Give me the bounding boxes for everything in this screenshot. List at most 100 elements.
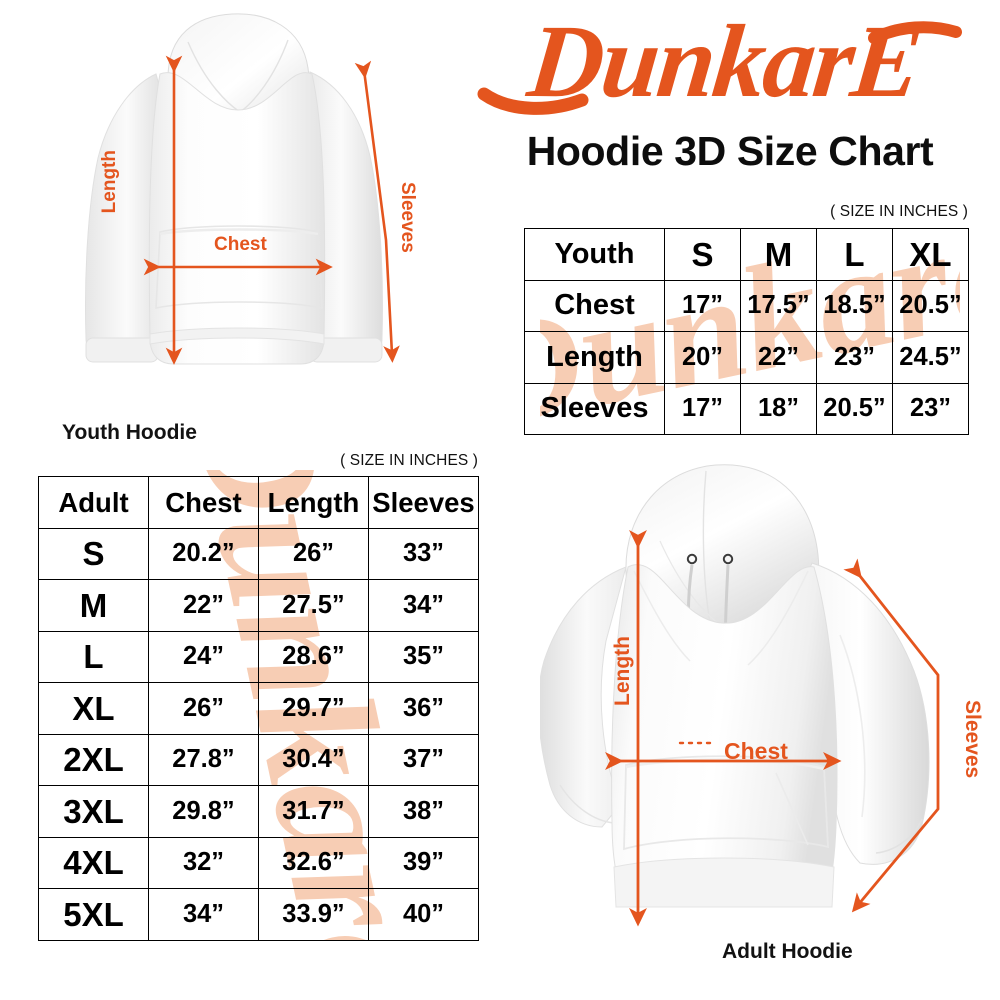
adult-cell-6-0: 32” xyxy=(148,836,259,889)
adult-cell-2-0: 24” xyxy=(148,630,259,683)
youth-row-header-1: Length xyxy=(524,331,665,384)
adult-row-header-0: S xyxy=(38,527,149,580)
logo-flourish-top-icon xyxy=(868,21,962,44)
youth-left-cuff xyxy=(85,337,159,363)
page-title: Hoodie 3D Size Chart xyxy=(526,128,934,174)
adult-hem xyxy=(613,857,835,908)
adult-cell-5-2: 38” xyxy=(368,785,479,838)
adult-cell-4-1: 30.4” xyxy=(258,733,369,786)
table-header-row: Youth S M L XL xyxy=(524,228,969,281)
adult-cell-7-2: 40” xyxy=(368,888,479,941)
adult-row-header-3: XL xyxy=(38,682,149,735)
adult-units-note: ( SIZE IN INCHES ) xyxy=(340,452,478,469)
table-row: 3XL 29.8” 31.7” 38” xyxy=(38,785,479,838)
brand-logo-text: DunkarE xyxy=(522,8,926,119)
youth-body-shape xyxy=(148,72,326,365)
youth-cell-0-1: 17.5” xyxy=(740,279,817,332)
adult-row-header-6: 4XL xyxy=(38,836,149,889)
youth-cell-1-3: 24.5” xyxy=(892,331,969,384)
youth-col-header-0: S xyxy=(664,228,741,281)
adult-sleeves-label: Sleeves xyxy=(961,700,984,779)
adult-chest-label: Chest xyxy=(724,738,788,764)
youth-cell-0-3: 20.5” xyxy=(892,279,969,332)
youth-col-header-3: XL xyxy=(892,228,969,281)
youth-hoodie-caption: Youth Hoodie xyxy=(62,421,197,444)
adult-cell-6-1: 32.6” xyxy=(258,836,369,889)
adult-sleeves-arrow xyxy=(843,558,940,913)
adult-cell-4-0: 27.8” xyxy=(148,733,259,786)
adult-size-table: Adult Chest Length Sleeves S 20.2” 26” 33” M 22” 2… xyxy=(38,476,479,941)
youth-length-label: Length xyxy=(99,150,120,214)
youth-col-header-2: L xyxy=(816,228,893,281)
youth-hem xyxy=(149,327,325,345)
adult-row-header-7: 5XL xyxy=(38,888,149,941)
adult-col-header-0: Chest xyxy=(148,476,259,529)
adult-cell-0-0: 20.2” xyxy=(148,527,259,580)
adult-row-header-1: M xyxy=(38,579,149,632)
brand-logo: DunkarE xyxy=(470,8,990,126)
adult-table-corner: Adult xyxy=(38,476,149,529)
youth-hoodie-figure xyxy=(56,8,456,413)
table-row: S 20.2” 26” 33” xyxy=(38,527,479,580)
adult-eyelet-left-icon xyxy=(686,553,698,565)
adult-row-header-2: L xyxy=(38,630,149,683)
youth-cell-1-1: 22” xyxy=(740,331,817,384)
adult-row-header-4: 2XL xyxy=(38,733,149,786)
adult-cell-1-1: 27.5” xyxy=(258,579,369,632)
adult-col-header-2: Sleeves xyxy=(368,476,479,529)
table-row: Chest 17” 17.5” 18.5” 20.5” xyxy=(524,279,969,332)
youth-row-header-2: Sleeves xyxy=(524,382,665,435)
adult-left-sleeve xyxy=(540,566,627,828)
youth-cell-2-2: 20.5” xyxy=(816,382,893,435)
youth-cell-0-2: 18.5” xyxy=(816,279,893,332)
adult-row-header-5: 3XL xyxy=(38,785,149,838)
adult-cell-7-0: 34” xyxy=(148,888,259,941)
adult-cell-0-2: 33” xyxy=(368,527,479,580)
table-row: Length 20” 22” 23” 24.5” xyxy=(524,331,969,384)
youth-pocket xyxy=(155,225,323,309)
logo-flourish-icon xyxy=(477,87,589,115)
adult-cell-1-0: 22” xyxy=(148,579,259,632)
adult-cell-0-1: 26” xyxy=(258,527,369,580)
table-row: L 24” 28.6” 35” xyxy=(38,630,479,683)
adult-cell-2-2: 35” xyxy=(368,630,479,683)
youth-size-table: Youth S M L XL Chest 17” 17.5” 18.5” 20.5” Length 2… xyxy=(524,228,969,435)
adult-cell-3-2: 36” xyxy=(368,682,479,735)
table-row: XL 26” 29.7” 36” xyxy=(38,682,479,735)
youth-chest-label: Chest xyxy=(214,234,267,255)
adult-cell-1-2: 34” xyxy=(368,579,479,632)
youth-cell-2-0: 17” xyxy=(664,382,741,435)
adult-body-shape xyxy=(611,564,838,908)
adult-cell-5-1: 31.7” xyxy=(258,785,369,838)
table-row: 2XL 27.8” 30.4” 37” xyxy=(38,733,479,786)
table-row: M 22” 27.5” 34” xyxy=(38,579,479,632)
table-header-row: Adult Chest Length Sleeves xyxy=(38,476,479,529)
youth-row-header-0: Chest xyxy=(524,279,665,332)
adult-cell-2-1: 28.6” xyxy=(258,630,369,683)
youth-sleeves-label: Sleeves xyxy=(397,182,418,253)
youth-col-header-1: M xyxy=(740,228,817,281)
adult-hoodie-figure xyxy=(540,455,1000,940)
adult-cell-3-0: 26” xyxy=(148,682,259,735)
youth-cell-1-2: 23” xyxy=(816,331,893,384)
adult-cell-5-0: 29.8” xyxy=(148,785,259,838)
adult-hoodie-caption: Adult Hoodie xyxy=(722,940,853,963)
youth-cell-1-0: 20” xyxy=(664,331,741,384)
table-row: 4XL 32” 32.6” 39” xyxy=(38,836,479,889)
youth-sleeves-arrow xyxy=(354,60,400,363)
adult-cell-4-2: 37” xyxy=(368,733,479,786)
adult-eyelet-right-icon xyxy=(722,553,734,565)
youth-cell-2-3: 23” xyxy=(892,382,969,435)
table-row: Sleeves 17” 18” 20.5” 23” xyxy=(524,382,969,435)
table-row: 5XL 34” 33.9” 40” xyxy=(38,888,479,941)
adult-cell-7-1: 33.9” xyxy=(258,888,369,941)
youth-table-corner: Youth xyxy=(524,228,665,281)
adult-col-header-1: Length xyxy=(258,476,369,529)
adult-length-label: Length xyxy=(611,636,634,706)
adult-cell-3-1: 29.7” xyxy=(258,682,369,735)
youth-cell-2-1: 18” xyxy=(740,382,817,435)
adult-cell-6-2: 39” xyxy=(368,836,479,889)
youth-units-note: ( SIZE IN INCHES ) xyxy=(830,203,968,220)
youth-cell-0-0: 17” xyxy=(664,279,741,332)
